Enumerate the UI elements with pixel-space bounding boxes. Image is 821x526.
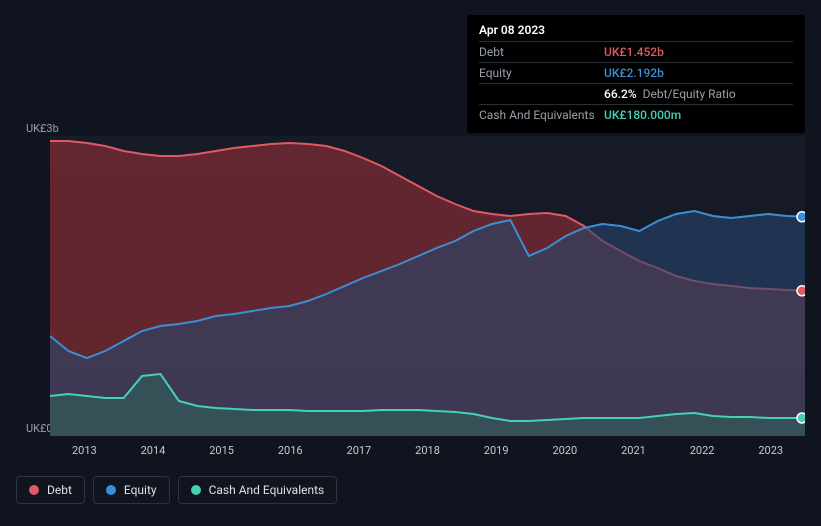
legend: Debt Equity Cash And Equivalents bbox=[16, 476, 337, 504]
y-axis-bottom-label: UK£0 bbox=[26, 422, 53, 435]
legend-dot-icon bbox=[106, 485, 116, 495]
legend-label: Debt bbox=[47, 483, 72, 497]
series-end-marker-icon bbox=[797, 286, 805, 296]
legend-dot-icon bbox=[29, 485, 39, 495]
tooltip-row: DebtUK£1.452b bbox=[479, 41, 793, 62]
tooltip-row-label: Debt bbox=[479, 45, 604, 59]
tooltip-row-value: UK£2.192b bbox=[604, 66, 664, 80]
x-axis-tick: 2017 bbox=[325, 444, 394, 457]
tooltip-date: Apr 08 2023 bbox=[479, 23, 793, 41]
x-axis-tick: 2018 bbox=[393, 444, 462, 457]
series-svg bbox=[50, 136, 805, 436]
tooltip-row-value: 66.2% bbox=[604, 87, 637, 101]
x-axis-tick: 2023 bbox=[736, 444, 805, 457]
legend-item[interactable]: Equity bbox=[93, 476, 170, 504]
tooltip-row: EquityUK£2.192b bbox=[479, 62, 793, 83]
legend-item[interactable]: Cash And Equivalents bbox=[178, 476, 338, 504]
x-axis: 2013201420152016201720182019202020212022… bbox=[50, 444, 805, 457]
x-axis-tick: 2015 bbox=[187, 444, 256, 457]
x-axis-tick: 2019 bbox=[462, 444, 531, 457]
y-axis-top-label: UK£3b bbox=[26, 122, 59, 135]
x-axis-tick: 2013 bbox=[50, 444, 119, 457]
x-axis-tick: 2014 bbox=[119, 444, 188, 457]
plot-area[interactable] bbox=[50, 136, 805, 436]
series-end-marker-icon bbox=[797, 413, 805, 423]
chart-tooltip: Apr 08 2023 DebtUK£1.452bEquityUK£2.192b… bbox=[467, 15, 805, 133]
tooltip-row-label: Equity bbox=[479, 66, 604, 80]
legend-label: Cash And Equivalents bbox=[209, 483, 325, 497]
tooltip-rows: DebtUK£1.452bEquityUK£2.192b66.2%Debt/Eq… bbox=[479, 41, 793, 125]
chart-container: UK£3b UK£0 20132014201520162017201820192… bbox=[16, 120, 805, 510]
x-axis-tick: 2020 bbox=[530, 444, 599, 457]
tooltip-row-label bbox=[479, 87, 604, 101]
legend-dot-icon bbox=[191, 485, 201, 495]
tooltip-row: 66.2% Debt/Equity Ratio bbox=[479, 83, 793, 104]
x-axis-tick: 2021 bbox=[599, 444, 668, 457]
tooltip-row-suffix: Debt/Equity Ratio bbox=[643, 87, 736, 101]
legend-item[interactable]: Debt bbox=[16, 476, 85, 504]
legend-label: Equity bbox=[124, 483, 157, 497]
tooltip-row-value: UK£1.452b bbox=[604, 45, 664, 59]
x-axis-tick: 2016 bbox=[256, 444, 325, 457]
series-end-marker-icon bbox=[797, 212, 805, 222]
x-axis-tick: 2022 bbox=[668, 444, 737, 457]
